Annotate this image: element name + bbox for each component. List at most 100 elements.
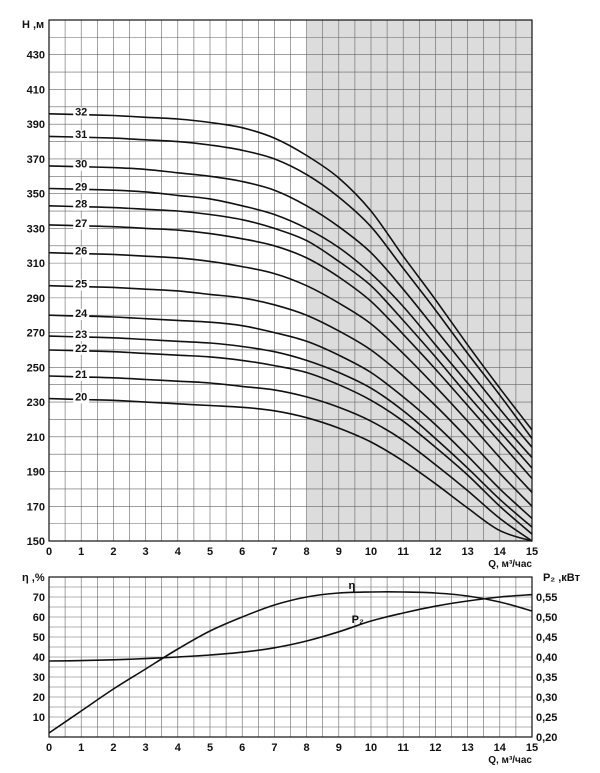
head-y-tick-label: 290 <box>27 293 45 305</box>
bottom-x-tick-label: 13 <box>461 742 473 754</box>
head-curve-26 <box>48 251 533 493</box>
head-curve-24 <box>48 314 533 519</box>
head-curve-label-30: 30 <box>75 159 87 171</box>
head-x-tick-label: 6 <box>239 546 245 558</box>
head-x-tick-label: 10 <box>365 546 377 558</box>
head-x-tick-label: 4 <box>175 546 182 558</box>
bottom-x-tick-label: 10 <box>365 742 377 754</box>
efficiency-tick-label: 50 <box>33 632 45 644</box>
efficiency-tick-label: 10 <box>33 712 45 724</box>
head-x-tick-label: 1 <box>78 546 84 558</box>
head-y-tick-label: 410 <box>27 84 45 96</box>
efficiency-tick-label: 30 <box>33 672 45 684</box>
efficiency-tick-label: 60 <box>33 612 45 624</box>
head-curve-label-22: 22 <box>75 343 87 355</box>
power-curve-label: P₂ <box>352 614 364 626</box>
head-curve-21 <box>48 375 533 542</box>
head-x-axis-title: Q, м³/час <box>488 559 532 570</box>
head-curve-label-bg <box>73 246 90 258</box>
bottom-x-tick-label: 9 <box>336 742 342 754</box>
head-curve-23 <box>48 335 533 528</box>
head-curve-32 <box>48 113 533 431</box>
head-curve-label-bg <box>73 309 90 321</box>
head-chart: H ,м Q, м³/час 0 1 2 3 4 5 6 7 8 9 10 11 12 13 14 15150… <box>22 19 538 570</box>
efficiency-power-chart: η ,% P₂ ,кВт Q, м³/час 0 1 2 3 4 5 6 7 8 9 10 11 12 1… <box>22 572 581 766</box>
power-tick-label: 0,40 <box>536 652 557 664</box>
head-y-tick-label: 350 <box>27 189 45 201</box>
head-curve-label-31: 31 <box>75 129 87 141</box>
head-curve-label-bg <box>73 392 90 404</box>
head-curve-25 <box>48 284 533 507</box>
head-curve-label-24: 24 <box>75 308 88 320</box>
head-x-tick-label: 2 <box>110 546 116 558</box>
head-x-tick-label: 0 <box>46 546 52 558</box>
head-x-tick-label: 14 <box>494 546 507 558</box>
bottom-x-tick-label: 5 <box>207 742 213 754</box>
head-curve-label-bg <box>73 107 90 119</box>
head-x-tick-label: 5 <box>207 546 213 558</box>
head-curve-30 <box>48 165 533 448</box>
efficiency-tick-label: 20 <box>33 692 45 704</box>
head-y-tick-label: 370 <box>27 154 45 166</box>
head-y-tick-label: 170 <box>27 501 45 513</box>
head-plot-frame <box>48 19 533 542</box>
head-curve-label-21: 21 <box>75 369 87 381</box>
head-curve-20 <box>48 397 533 542</box>
head-x-tick-label: 15 <box>526 546 538 558</box>
head-y-tick-label: 270 <box>27 328 45 340</box>
head-curve-label-bg <box>73 279 90 291</box>
efficiency-tick-label: 40 <box>33 652 45 664</box>
head-curve-31 <box>48 135 533 439</box>
head-x-tick-label: 12 <box>429 546 441 558</box>
head-x-tick-label: 3 <box>143 546 149 558</box>
bottom-x-tick-label: 7 <box>271 742 277 754</box>
head-curve-27 <box>48 224 533 480</box>
bottom-x-tick-label: 1 <box>78 742 84 754</box>
head-curve-label-bg <box>73 343 90 355</box>
power-tick-label: 0,55 <box>536 592 557 604</box>
head-curve-22 <box>48 349 533 535</box>
head-curve-28 <box>48 205 533 469</box>
bottom-x-tick-label: 4 <box>175 742 182 754</box>
bottom-x-tick-label: 12 <box>429 742 441 754</box>
bottom-x-tick-label: 0 <box>46 742 52 754</box>
head-y-tick-label: 190 <box>27 467 45 479</box>
head-curve-label-bg <box>73 369 90 381</box>
bottom-x-tick-label: 2 <box>110 742 116 754</box>
power-tick-label: 0,25 <box>536 712 557 724</box>
efficiency-tick-label: 70 <box>33 592 45 604</box>
bottom-x-tick-label: 3 <box>143 742 149 754</box>
bottom-plot-frame <box>48 576 533 738</box>
head-curve-label-bg <box>73 329 90 341</box>
bottom-x-tick-label: 14 <box>494 742 507 754</box>
power-curve <box>48 593 533 662</box>
head-curve-label-25: 25 <box>75 279 87 291</box>
power-axis-title: P₂ ,кВт <box>543 572 581 584</box>
head-y-tick-label: 430 <box>27 50 45 62</box>
head-x-tick-label: 11 <box>397 546 409 558</box>
bottom-x-tick-label: 8 <box>304 742 310 754</box>
head-curve-label-28: 28 <box>75 199 87 211</box>
head-curve-label-bg <box>73 130 90 142</box>
power-tick-label: 0,35 <box>536 672 557 684</box>
head-curve-label-bg <box>73 182 90 194</box>
head-x-tick-label: 13 <box>461 546 473 558</box>
head-y-tick-label: 210 <box>27 432 45 444</box>
head-curve-label-23: 23 <box>75 329 87 341</box>
head-curve-label-26: 26 <box>75 246 87 258</box>
bottom-x-tick-label: 11 <box>397 742 409 754</box>
head-curve-label-32: 32 <box>75 107 87 119</box>
head-axis-title: H ,м <box>22 19 44 31</box>
head-curve-29 <box>48 187 533 459</box>
power-tick-label: 0,45 <box>536 632 557 644</box>
head-grid <box>48 19 533 542</box>
power-tick-label: 0,20 <box>536 732 557 744</box>
head-curve-label-29: 29 <box>75 181 87 193</box>
head-y-tick-label: 230 <box>27 397 45 409</box>
efficiency-curve <box>48 591 533 734</box>
bottom-x-tick-label: 6 <box>239 742 245 754</box>
efficiency-curve-label: η <box>348 580 355 592</box>
head-curve-label-27: 27 <box>75 218 87 230</box>
